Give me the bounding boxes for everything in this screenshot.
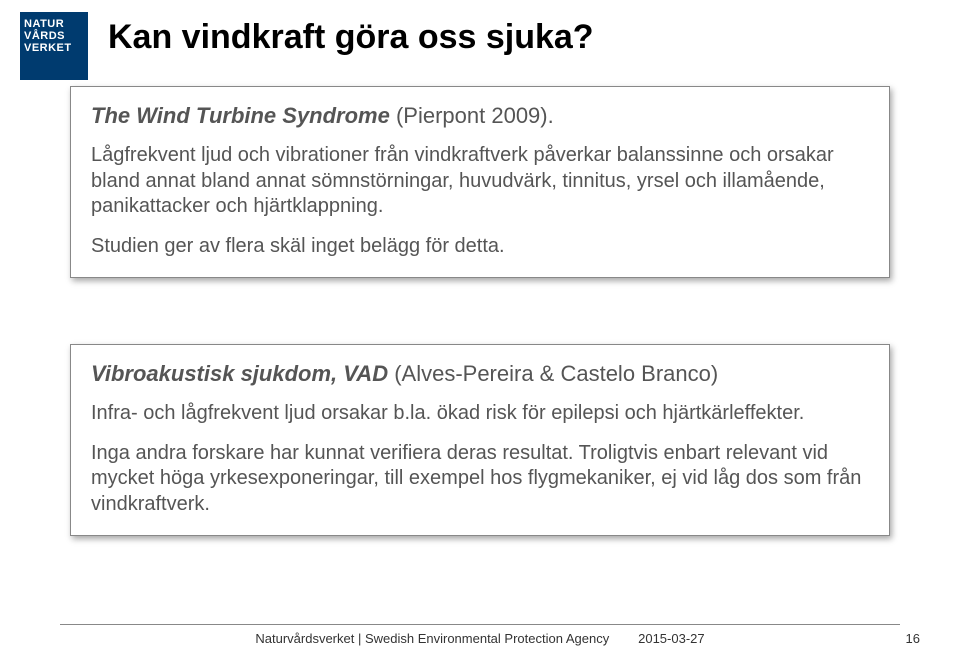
footer-org: Naturvårdsverket | Swedish Environmental… (255, 631, 609, 646)
box1-para1: Lågfrekvent ljud och vibrationer från vi… (91, 143, 869, 220)
logo-line1: NATUR (24, 18, 84, 30)
footer-divider (60, 624, 900, 625)
box1-heading: The Wind Turbine Syndrome (Pierpont 2009… (91, 103, 869, 129)
page-number: 16 (906, 631, 920, 646)
callout-box-1: The Wind Turbine Syndrome (Pierpont 2009… (70, 86, 890, 278)
box2-heading-lead: Vibroakustisk sjukdom, VAD (91, 361, 388, 386)
logo-line2: VÅRDS (24, 30, 84, 42)
box2-heading: Vibroakustisk sjukdom, VAD (Alves-Pereir… (91, 361, 869, 387)
callout-box-2: Vibroakustisk sjukdom, VAD (Alves-Pereir… (70, 344, 890, 536)
box2-para1: Infra- och lågfrekvent ljud orsakar b.la… (91, 401, 869, 427)
footer: Naturvårdsverket | Swedish Environmental… (0, 624, 960, 646)
box2-heading-rest: (Alves-Pereira & Castelo Branco) (388, 361, 718, 386)
box2-para2: Inga andra forskare har kunnat verifiera… (91, 441, 869, 518)
box1-heading-lead: The Wind Turbine Syndrome (91, 103, 390, 128)
logo-line3: VERKET (24, 42, 84, 54)
box1-heading-rest: (Pierpont 2009). (390, 103, 554, 128)
page-title: Kan vindkraft göra oss sjuka? (108, 18, 594, 57)
box1-para2: Studien ger av flera skäl inget belägg f… (91, 234, 869, 260)
agency-logo: NATUR VÅRDS VERKET (20, 12, 88, 80)
footer-date: 2015-03-27 (638, 631, 705, 646)
